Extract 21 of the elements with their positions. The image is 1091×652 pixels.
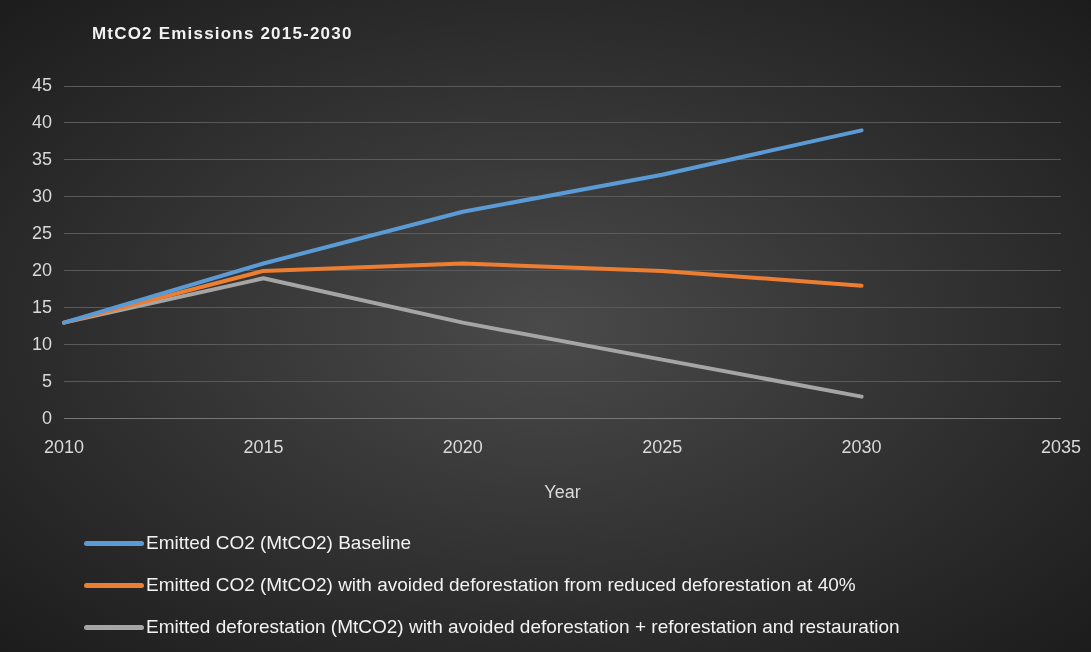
y-tick-label: 35 [31,148,53,169]
legend-label: Emitted CO2 (MtCO2) Baseline [146,532,412,554]
x-axis-title: Year [544,482,581,503]
legend-label: Emitted deforestation (MtCO2) with avoided deforestation + reforestation and restauration [146,616,900,638]
x-tick-label: 2020 [442,436,483,457]
y-tick-label: 0 [42,407,53,428]
y-tick-label: 5 [42,370,53,391]
y-tick-label: 20 [31,259,53,280]
x-tick-label: 2030 [841,436,882,457]
x-tick-label: 2025 [642,436,683,457]
y-tick-label: 15 [31,296,53,317]
legend-label: Emitted CO2 (MtCO2) with avoided deforestation from reduced deforestation at 40% [146,574,856,596]
x-tick-label: 2035 [1040,436,1081,457]
chart-title: MtCO2 Emissions 2015-2030 [92,24,353,44]
y-tick-label: 25 [31,222,53,243]
x-tick-label: 2010 [44,436,85,457]
y-tick-label: 40 [31,111,53,132]
y-tick-label: 10 [31,333,53,354]
y-tick-label: 45 [31,74,53,95]
x-tick-label: 2015 [243,436,284,457]
y-tick-label: 30 [31,185,53,206]
